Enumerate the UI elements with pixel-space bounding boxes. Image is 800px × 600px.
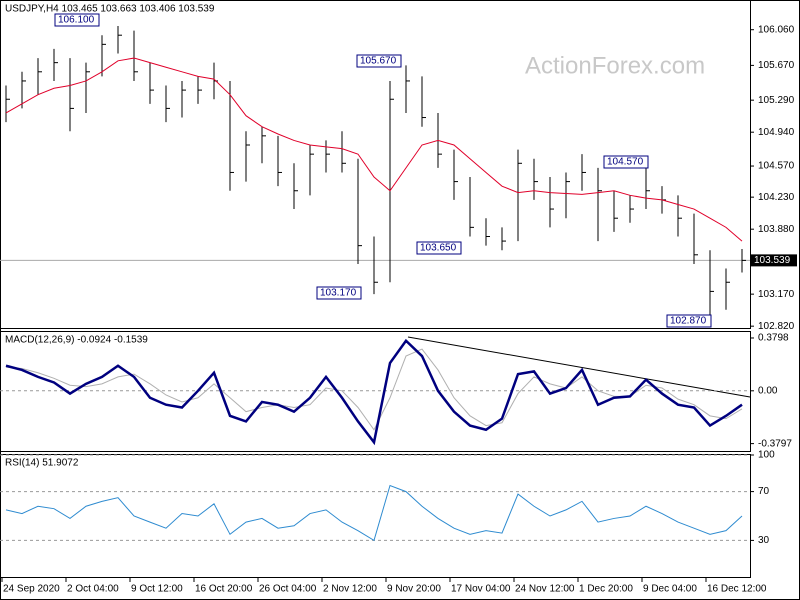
annotation-box (666, 314, 712, 328)
x-tick-label: 26 Oct 04:00 (259, 584, 317, 595)
annotation: 105.670 (360, 56, 397, 67)
annotation: 103.170 (320, 288, 357, 299)
annotation: 106.100 (58, 15, 95, 26)
annotation-box (416, 241, 462, 255)
y-tick-label: 106.060 (758, 24, 795, 35)
price-title: USDJPY,H4 103.465 103.663 103.406 103.53… (5, 4, 215, 15)
x-tick-label: 9 Nov 20:00 (387, 584, 441, 595)
y-tick-label: 70 (758, 486, 770, 497)
y-tick-label: 103.170 (758, 289, 795, 300)
y-tick-label: 104.940 (758, 127, 795, 138)
macd-panel (0, 331, 751, 452)
annotation-box (54, 13, 100, 27)
y-tick-label: 104.230 (758, 192, 795, 203)
annotation-box (356, 54, 402, 68)
trend-line (407, 336, 751, 398)
x-tick-label: 1 Dec 20:00 (579, 584, 633, 595)
last-price-label: 103.539 (754, 255, 791, 266)
rsi-title: RSI(14) 51.9072 (5, 458, 79, 469)
y-tick-label: 0.3798 (758, 333, 789, 344)
y-tick-label: 100 (758, 450, 775, 461)
x-tick-label: 2 Oct 04:00 (67, 584, 119, 595)
annotation: 102.870 (670, 316, 707, 327)
y-tick-label: 30 (758, 535, 770, 546)
y-tick-label: 105.670 (758, 60, 795, 71)
y-tick-label: 0.00 (758, 385, 778, 396)
watermark: ActionForex.com (525, 52, 705, 79)
rsi-line (5, 484, 743, 542)
macd-title: MACD(12,26,9) -0.0924 -0.1539 (5, 335, 148, 346)
price-panel (0, 0, 751, 329)
x-tick-label: 16 Dec 12:00 (707, 584, 767, 595)
x-tick-label: 17 Nov 04:00 (451, 584, 511, 595)
annotation: 103.650 (420, 243, 457, 254)
annotation-box (316, 286, 362, 300)
y-tick-label: 102.820 (758, 321, 795, 332)
y-tick-label: 103.880 (758, 224, 795, 235)
moving-average (5, 57, 743, 242)
x-tick-label: 9 Dec 04:00 (643, 584, 697, 595)
x-tick-label: 24 Sep 2020 (3, 584, 60, 595)
rsi-panel (0, 454, 751, 578)
x-tick-label: 9 Oct 12:00 (131, 584, 183, 595)
last-price-box (751, 254, 797, 267)
x-tick-label: 16 Oct 20:00 (195, 584, 253, 595)
x-tick-label: 2 Nov 12:00 (323, 584, 377, 595)
x-tick-label: 24 Nov 12:00 (515, 584, 575, 595)
macd-line (5, 338, 743, 446)
y-tick-label: 104.570 (758, 161, 795, 172)
annotation-box (603, 155, 649, 169)
y-tick-label: 105.290 (758, 95, 795, 106)
annotation: 104.570 (607, 157, 644, 168)
y-tick-label: -0.3797 (758, 438, 792, 449)
